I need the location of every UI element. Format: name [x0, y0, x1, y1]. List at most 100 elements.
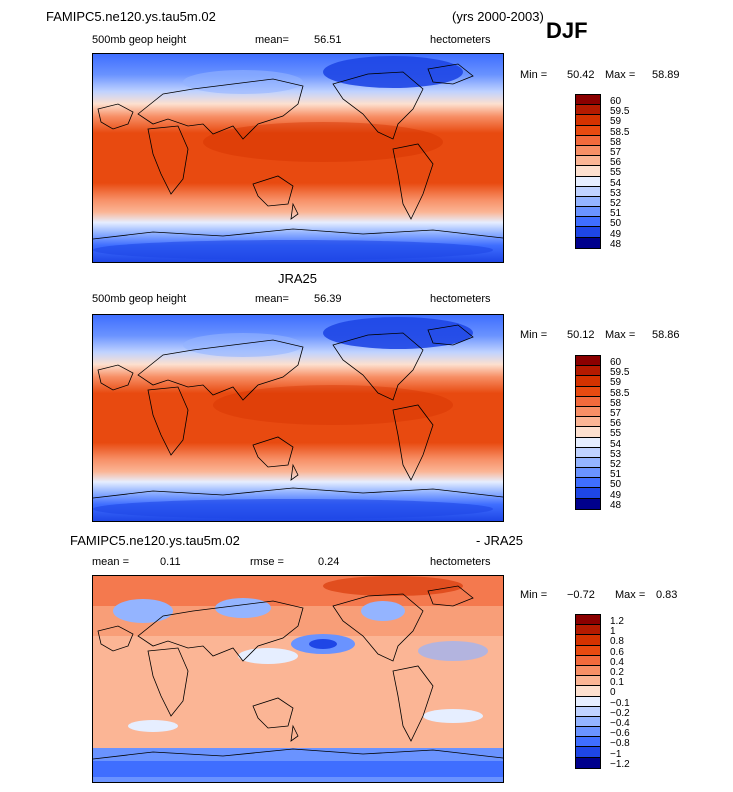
- colorbar-tick-label: −0.1: [610, 697, 630, 709]
- colorbar-tick-label: 54: [610, 438, 622, 450]
- colorbar-tick-label: 55: [610, 428, 622, 440]
- colorbar-swatch: [576, 105, 600, 116]
- colorbar-swatch: [576, 665, 600, 677]
- colorbar-tick-label: 1.2: [610, 616, 624, 627]
- panel1-variable: 500mb geop height: [92, 34, 187, 46]
- panel3-title-left: FAMIPC5.ne120.ys.tau5m.02: [70, 533, 240, 548]
- colorbar-tick-label: 58.5: [610, 387, 630, 399]
- colorbar-tick-label: 58: [610, 136, 622, 148]
- colorbar-swatch: [576, 737, 600, 748]
- colorbar-tick-label: 0.2: [610, 667, 624, 678]
- panel2-min-value: 50.12: [567, 329, 595, 341]
- colorbar-swatch: [576, 176, 600, 187]
- colorbar-swatch: [576, 686, 600, 697]
- panel2-units: hectometers: [430, 293, 491, 305]
- panel3-mean-label: mean =: [92, 556, 129, 568]
- colorbar-swatch: [576, 115, 600, 126]
- panel2-map-svg: [93, 315, 503, 521]
- colorbar-tick-label: −0.2: [610, 707, 630, 719]
- panel1-map: [92, 53, 504, 263]
- colorbar-swatch: [576, 156, 600, 167]
- colorbar-swatch: [576, 186, 600, 197]
- colorbar-swatch: [576, 145, 600, 157]
- colorbar-swatch: [576, 655, 600, 666]
- colorbar-tick-label: 0.4: [610, 656, 624, 668]
- colorbar-swatch: [576, 676, 600, 687]
- colorbar-tick-label: 53: [610, 448, 622, 460]
- colorbar-swatch: [576, 498, 600, 509]
- colorbar-swatch: [576, 166, 600, 177]
- colorbar-swatch: [576, 396, 600, 407]
- colorbar-tick-label: 58: [610, 397, 622, 409]
- panel1-max-label: Max =: [605, 69, 636, 81]
- colorbar-swatch: [576, 237, 600, 248]
- colorbar-tick-label: 54: [610, 177, 622, 189]
- panel2-mean-value: 56.39: [314, 293, 342, 305]
- colorbar-swatch: [576, 376, 600, 387]
- colorbar-swatch: [576, 757, 600, 768]
- colorbar-tick-label: 48: [610, 238, 622, 250]
- colorbar-swatch: [576, 488, 600, 499]
- colorbar-tick-label: 0.1: [610, 677, 624, 689]
- panel1-min-value: 50.42: [567, 69, 595, 81]
- colorbar-tick-label: 48: [610, 499, 622, 511]
- colorbar-tick-label: 51: [610, 469, 622, 481]
- colorbar-swatch: [576, 447, 600, 458]
- colorbar-tick-label: 52: [610, 198, 622, 209]
- panel1-map-svg: [93, 54, 503, 262]
- colorbar-swatch: [576, 615, 600, 626]
- season-label: DJF: [546, 18, 588, 43]
- colorbar-tick-label: −0.8: [610, 738, 630, 750]
- panel2-colorbar: [575, 355, 601, 510]
- panel3-units: hectometers: [430, 556, 491, 568]
- colorbar-swatch: [576, 406, 600, 418]
- colorbar-tick-label: 60: [610, 96, 622, 107]
- panel3-max-label: Max =: [615, 589, 646, 601]
- panel3-max-value: 0.83: [656, 589, 678, 601]
- panel3-map: [92, 575, 504, 783]
- colorbar-swatch: [576, 625, 600, 636]
- colorbar-swatch: [576, 427, 600, 438]
- colorbar-tick-label: 0.8: [610, 636, 624, 648]
- colorbar-swatch: [576, 727, 600, 738]
- panel3-title-right: - JRA25: [476, 533, 523, 548]
- colorbar-swatch: [576, 716, 600, 728]
- colorbar-tick-label: −1: [610, 748, 622, 760]
- colorbar-tick-label: 50: [610, 479, 622, 491]
- colorbar-swatch: [576, 468, 600, 479]
- case-name: FAMIPC5.ne120.ys.tau5m.02: [46, 9, 216, 24]
- panel1-colorbar: [575, 94, 601, 249]
- colorbar-tick-label: 59: [610, 377, 622, 389]
- colorbar-swatch: [576, 386, 600, 397]
- colorbar-tick-label: 59: [610, 116, 622, 128]
- panel2-title: JRA25: [278, 271, 318, 286]
- panel3-mean-value: 0.11: [160, 556, 181, 568]
- panel3-rmse-value: 0.24: [318, 556, 340, 568]
- colorbar-tick-label: 59.5: [610, 106, 630, 118]
- year-range: (yrs 2000-2003): [452, 9, 544, 24]
- panel3-map-svg: [93, 576, 503, 782]
- colorbar-swatch: [576, 478, 600, 489]
- colorbar-swatch: [576, 217, 600, 228]
- colorbar-swatch: [576, 125, 600, 136]
- colorbar-tick-label: 55: [610, 167, 622, 179]
- panel2-max-label: Max =: [605, 329, 636, 341]
- colorbar-tick-label: 57: [610, 408, 622, 419]
- panel1-max-value: 58.89: [652, 69, 680, 81]
- panel1-min-label: Min =: [520, 69, 548, 81]
- colorbar-swatch: [576, 635, 600, 646]
- colorbar-swatch: [576, 645, 600, 656]
- panel3-min-value: −0.72: [567, 589, 595, 601]
- colorbar-tick-label: 56: [610, 157, 622, 169]
- colorbar-swatch: [576, 457, 600, 469]
- panel1-mean-label: mean=: [255, 34, 289, 46]
- colorbar-swatch: [576, 95, 600, 106]
- colorbar-swatch: [576, 696, 600, 707]
- panel2-min-label: Min =: [520, 329, 548, 341]
- panel3-min-label: Min =: [520, 589, 548, 601]
- colorbar-swatch: [576, 747, 600, 758]
- colorbar-swatch: [576, 706, 600, 717]
- colorbar-swatch: [576, 437, 600, 448]
- colorbar-tick-label: 49: [610, 489, 622, 501]
- colorbar-tick-label: 57: [610, 147, 622, 158]
